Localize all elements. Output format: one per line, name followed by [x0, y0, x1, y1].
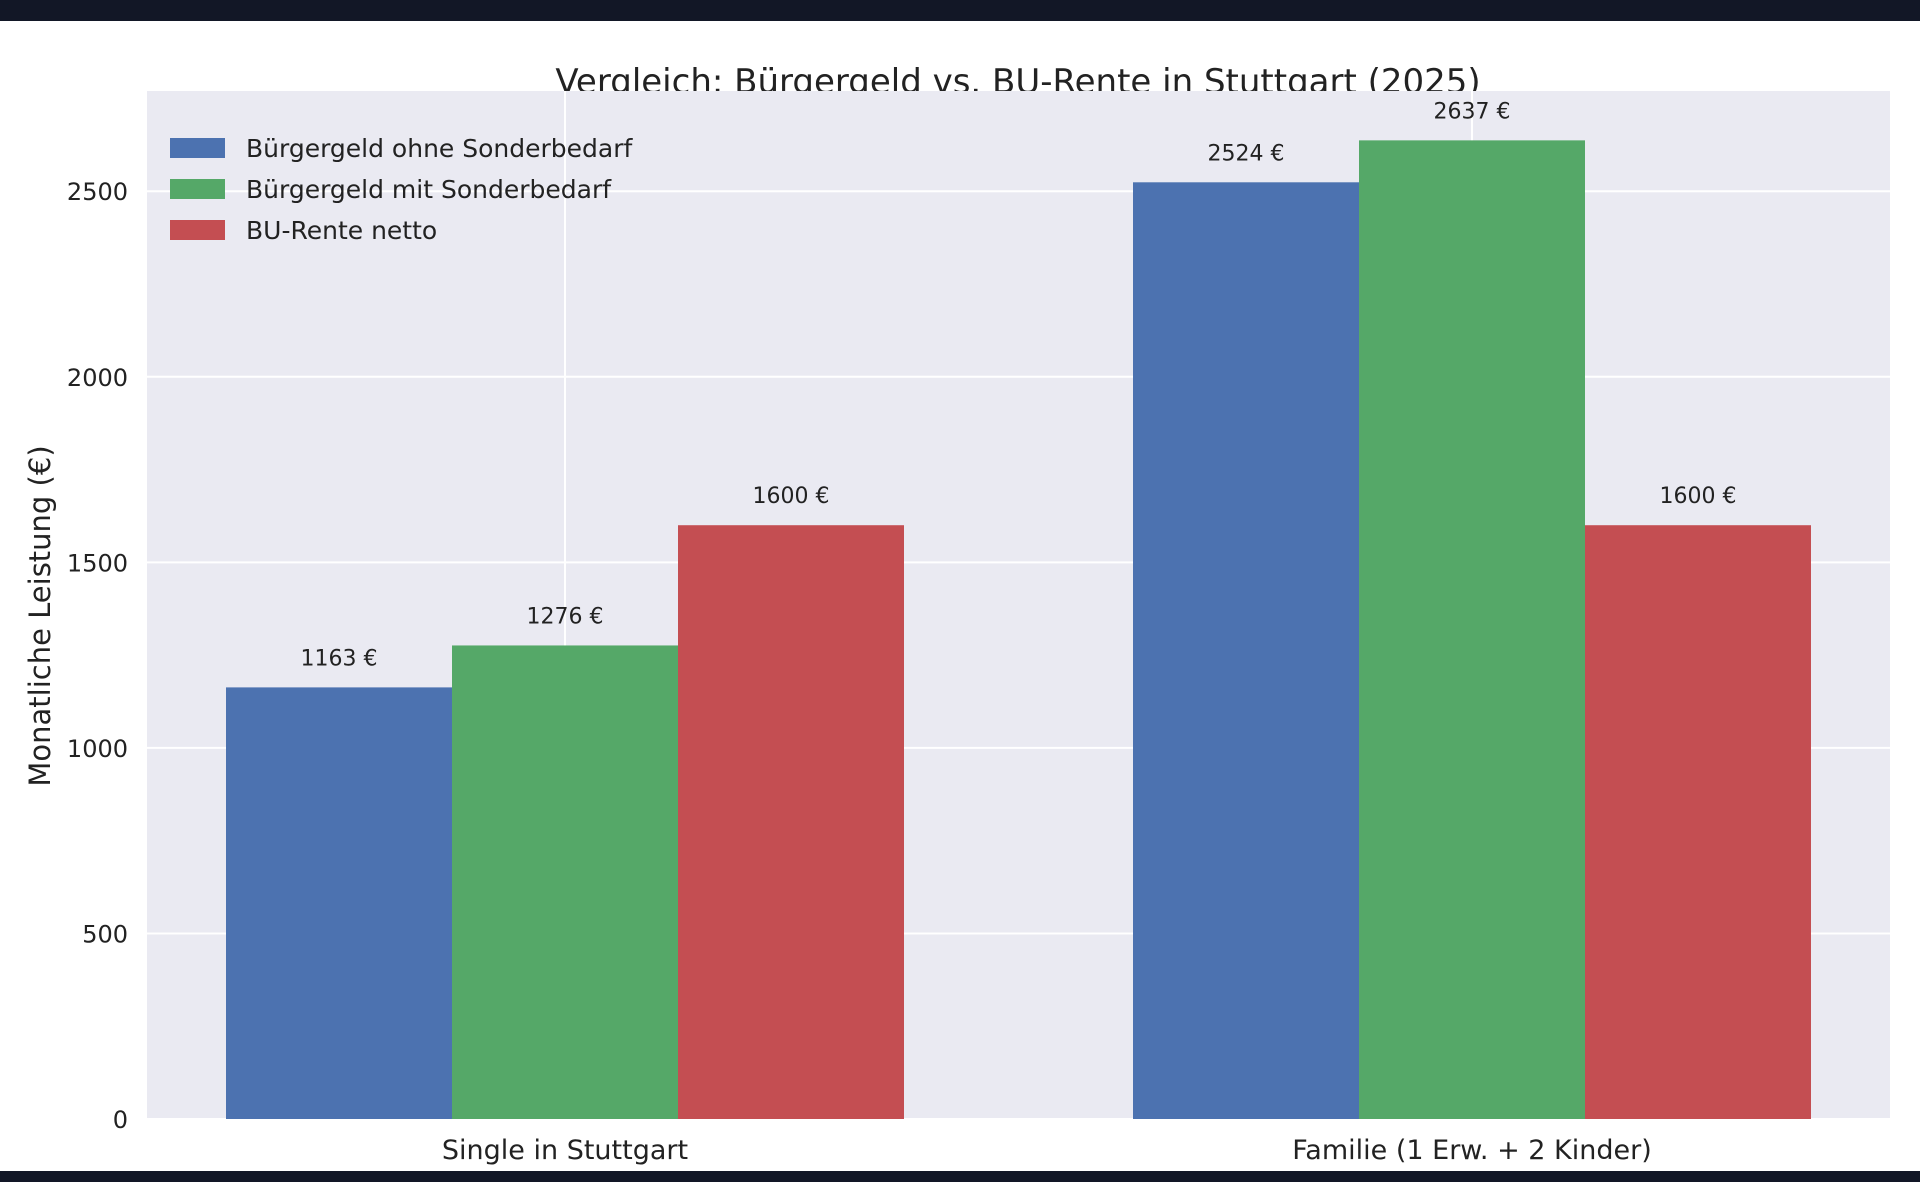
x-category-label: Single in Stuttgart [442, 1135, 688, 1166]
y-tick-label: 0 [113, 1106, 128, 1134]
bar-value-label: 2637 € [1434, 99, 1511, 124]
bar-value-label: 1600 € [753, 484, 830, 509]
legend-swatch [170, 179, 225, 199]
bar [452, 645, 678, 1119]
bar [678, 525, 904, 1119]
bar [1585, 525, 1811, 1119]
x-category-label: Familie (1 Erw. + 2 Kinder) [1292, 1135, 1652, 1166]
bar-value-label: 1163 € [301, 646, 378, 671]
legend-swatch [170, 220, 225, 240]
chart-figure: Vergleich: Bürgergeld vs. BU-Rente in St… [0, 21, 1920, 1171]
bars [226, 140, 1811, 1120]
bar [226, 687, 452, 1119]
bar [1133, 182, 1359, 1120]
legend-entry-label: BU-Rente netto [246, 216, 437, 245]
y-axis-ticks: 0 500 1000 1500 2000 2500 [67, 178, 128, 1134]
bar-value-label: 1276 € [527, 604, 604, 629]
x-axis-ticks: Single in Stuttgart Familie (1 Erw. + 2 K… [442, 1135, 1652, 1166]
y-tick-label: 1500 [67, 549, 128, 577]
legend-swatch [170, 138, 225, 158]
bar-value-label: 1600 € [1660, 484, 1737, 509]
y-tick-label: 500 [82, 920, 128, 948]
bar [1359, 140, 1585, 1120]
bar-chart: Vergleich: Bürgergeld vs. BU-Rente in St… [23, 62, 1890, 1166]
legend-entry-label: Bürgergeld mit Sonderbedarf [246, 175, 612, 204]
legend: Bürgergeld ohne Sonderbedarf Bürgergeld m… [170, 134, 634, 245]
y-tick-label: 2500 [67, 178, 128, 206]
bar-value-label: 2524 € [1208, 141, 1285, 166]
y-tick-label: 1000 [67, 735, 128, 763]
y-axis-label: Monatliche Leistung (€) [23, 445, 57, 786]
y-tick-label: 2000 [67, 364, 128, 392]
bar-value-labels: 1163 € 1276 € 1600 € 2524 € 2637 € 1600 € [301, 99, 1737, 671]
legend-entry-label: Bürgergeld ohne Sonderbedarf [246, 134, 634, 163]
